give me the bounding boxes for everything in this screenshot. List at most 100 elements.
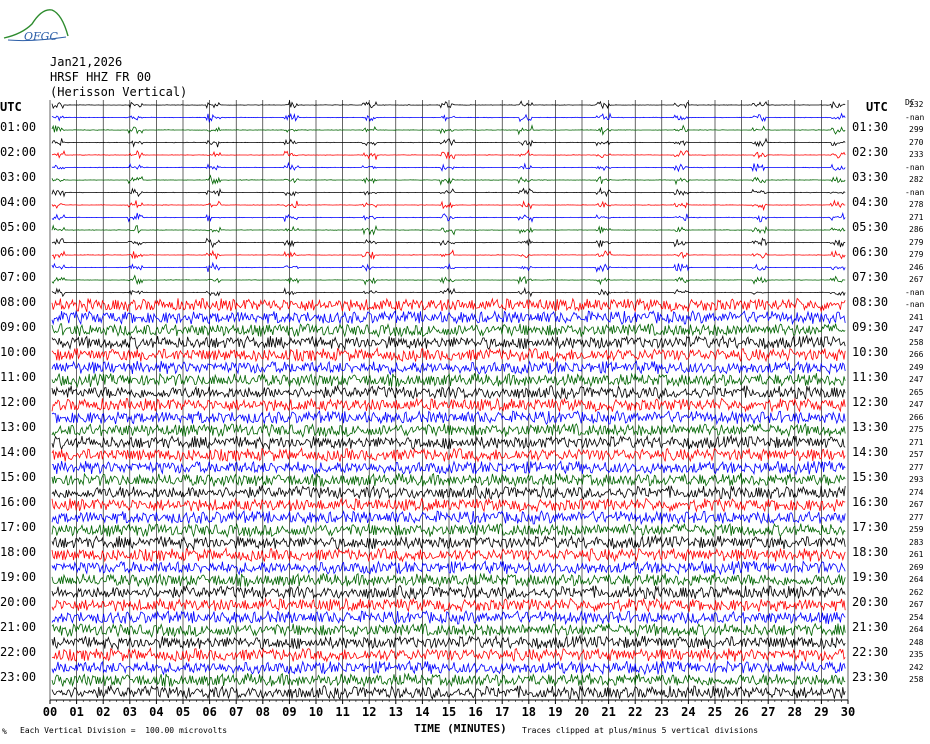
trace-row <box>51 224 846 236</box>
trace-row <box>51 597 846 613</box>
trace-row <box>51 112 846 123</box>
right-hour-label: 19:30 <box>852 570 889 584</box>
left-hour-label: 07:00 <box>0 270 37 284</box>
x-tick-label: 08 <box>256 705 270 719</box>
right-hour-label: 13:30 <box>852 420 889 434</box>
x-tick-labels: 00 01 02 03 04 05 06 07 08 09 10 11 12 13 14 15 16 17 18 19… <box>43 705 855 719</box>
left-hour-label: 23:00 <box>0 670 37 684</box>
left-hour-label: 13:00 <box>0 420 37 434</box>
header-location: (Herisson Vertical) <box>50 85 188 99</box>
footer-scale: Each Vertical Division = 100.00 microvol… <box>20 726 228 735</box>
x-tick-label: 02 <box>96 705 110 719</box>
dc-value: 269 <box>909 562 924 572</box>
dc-value: 267 <box>909 275 924 284</box>
dc-value: 247 <box>909 375 924 384</box>
dc-value: 271 <box>909 437 924 447</box>
dc-value: 279 <box>909 250 924 259</box>
right-hour-label: 14:30 <box>852 445 889 459</box>
left-hour-label: 19:00 <box>0 570 37 584</box>
left-hour-label: 21:00 <box>0 620 37 634</box>
dc-value: 258 <box>909 337 924 347</box>
dc-value: 254 <box>909 612 924 622</box>
x-tick-label: 00 <box>43 705 57 719</box>
trace-row <box>51 610 846 626</box>
right-hour-label: 05:30 <box>852 220 889 234</box>
x-tick-label: 13 <box>389 705 403 719</box>
dc-value: 267 <box>909 500 924 509</box>
dc-value: 271 <box>909 212 924 222</box>
left-hour-label: 17:00 <box>0 520 37 534</box>
dc-value: 257 <box>909 450 924 459</box>
grid-lines <box>49 100 849 704</box>
dc-value: 232 <box>909 100 924 109</box>
header-date: Jan21,2026 <box>50 55 123 69</box>
right-hour-label: 16:30 <box>852 495 889 509</box>
right-hour-label: 12:30 <box>852 395 889 409</box>
trace-row <box>51 622 846 638</box>
left-hour-label: 04:00 <box>0 195 37 209</box>
dc-value: 267 <box>909 600 924 609</box>
dc-value: -nan <box>905 112 925 122</box>
trace-row <box>51 660 846 676</box>
x-tick-label: 11 <box>335 705 349 719</box>
seismic-traces <box>51 99 846 700</box>
dc-value: 299 <box>909 125 924 134</box>
x-tick-label: 19 <box>548 705 562 719</box>
x-tick-label: 17 <box>495 705 509 719</box>
dc-value: -nan <box>905 187 925 197</box>
trace-row <box>51 186 846 198</box>
trace-row <box>51 99 846 110</box>
trace-row <box>51 297 846 313</box>
right-hour-label: 10:30 <box>852 345 889 359</box>
trace-row <box>51 584 846 600</box>
right-hour-label: 22:30 <box>852 645 889 659</box>
dc-label: DC <box>905 98 915 107</box>
dc-value: 264 <box>909 575 924 584</box>
trace-row <box>51 647 846 663</box>
trace-row <box>51 422 846 438</box>
trace-row <box>51 534 846 551</box>
trace-row <box>51 484 846 500</box>
right-hour-label: 07:30 <box>852 270 889 284</box>
ofgc-logo: OFGC <box>3 9 69 43</box>
dc-value: 266 <box>909 350 924 359</box>
right-hour-label: 21:30 <box>852 620 889 634</box>
trace-row <box>51 334 846 351</box>
dc-value: 242 <box>909 662 924 672</box>
left-hour-label: 03:00 <box>0 170 37 184</box>
x-tick-label: 21 <box>601 705 615 719</box>
logo-text: OFGC <box>24 30 58 43</box>
dc-value: 270 <box>909 137 924 147</box>
right-hour-label: 08:30 <box>852 295 889 309</box>
right-hour-label: 23:30 <box>852 670 889 684</box>
trace-row <box>51 237 846 249</box>
trace-row <box>51 497 846 513</box>
x-tick-label: 26 <box>734 705 748 719</box>
dc-value: 264 <box>909 625 924 634</box>
left-hour-label: 02:00 <box>0 145 37 159</box>
dc-value: 258 <box>909 675 924 684</box>
footer-marker: % <box>2 727 7 736</box>
trace-row <box>51 572 846 588</box>
left-hour-label: 20:00 <box>0 595 37 609</box>
trace-row <box>51 522 846 538</box>
dc-value: 241 <box>909 312 924 322</box>
dc-value: 265 <box>909 387 924 397</box>
x-tick-label: 29 <box>814 705 828 719</box>
trace-row <box>51 310 846 326</box>
trace-row <box>51 274 846 286</box>
dc-value: 246 <box>909 262 924 272</box>
x-tick-label: 07 <box>229 705 243 719</box>
dc-value: -nan <box>905 287 925 297</box>
header-station: HRSF HHZ FR 00 <box>50 70 152 84</box>
left-hour-label: 08:00 <box>0 295 37 309</box>
x-tick-label: 25 <box>708 705 722 719</box>
dc-value: 235 <box>909 650 924 659</box>
trace-row <box>51 249 846 260</box>
trace-row <box>51 372 846 389</box>
left-hour-label: 15:00 <box>0 470 37 484</box>
right-hour-label: 03:30 <box>852 170 889 184</box>
right-hour-label: 06:30 <box>852 245 889 259</box>
right-hour-label: 20:30 <box>852 595 889 609</box>
dc-value: 282 <box>909 175 924 184</box>
